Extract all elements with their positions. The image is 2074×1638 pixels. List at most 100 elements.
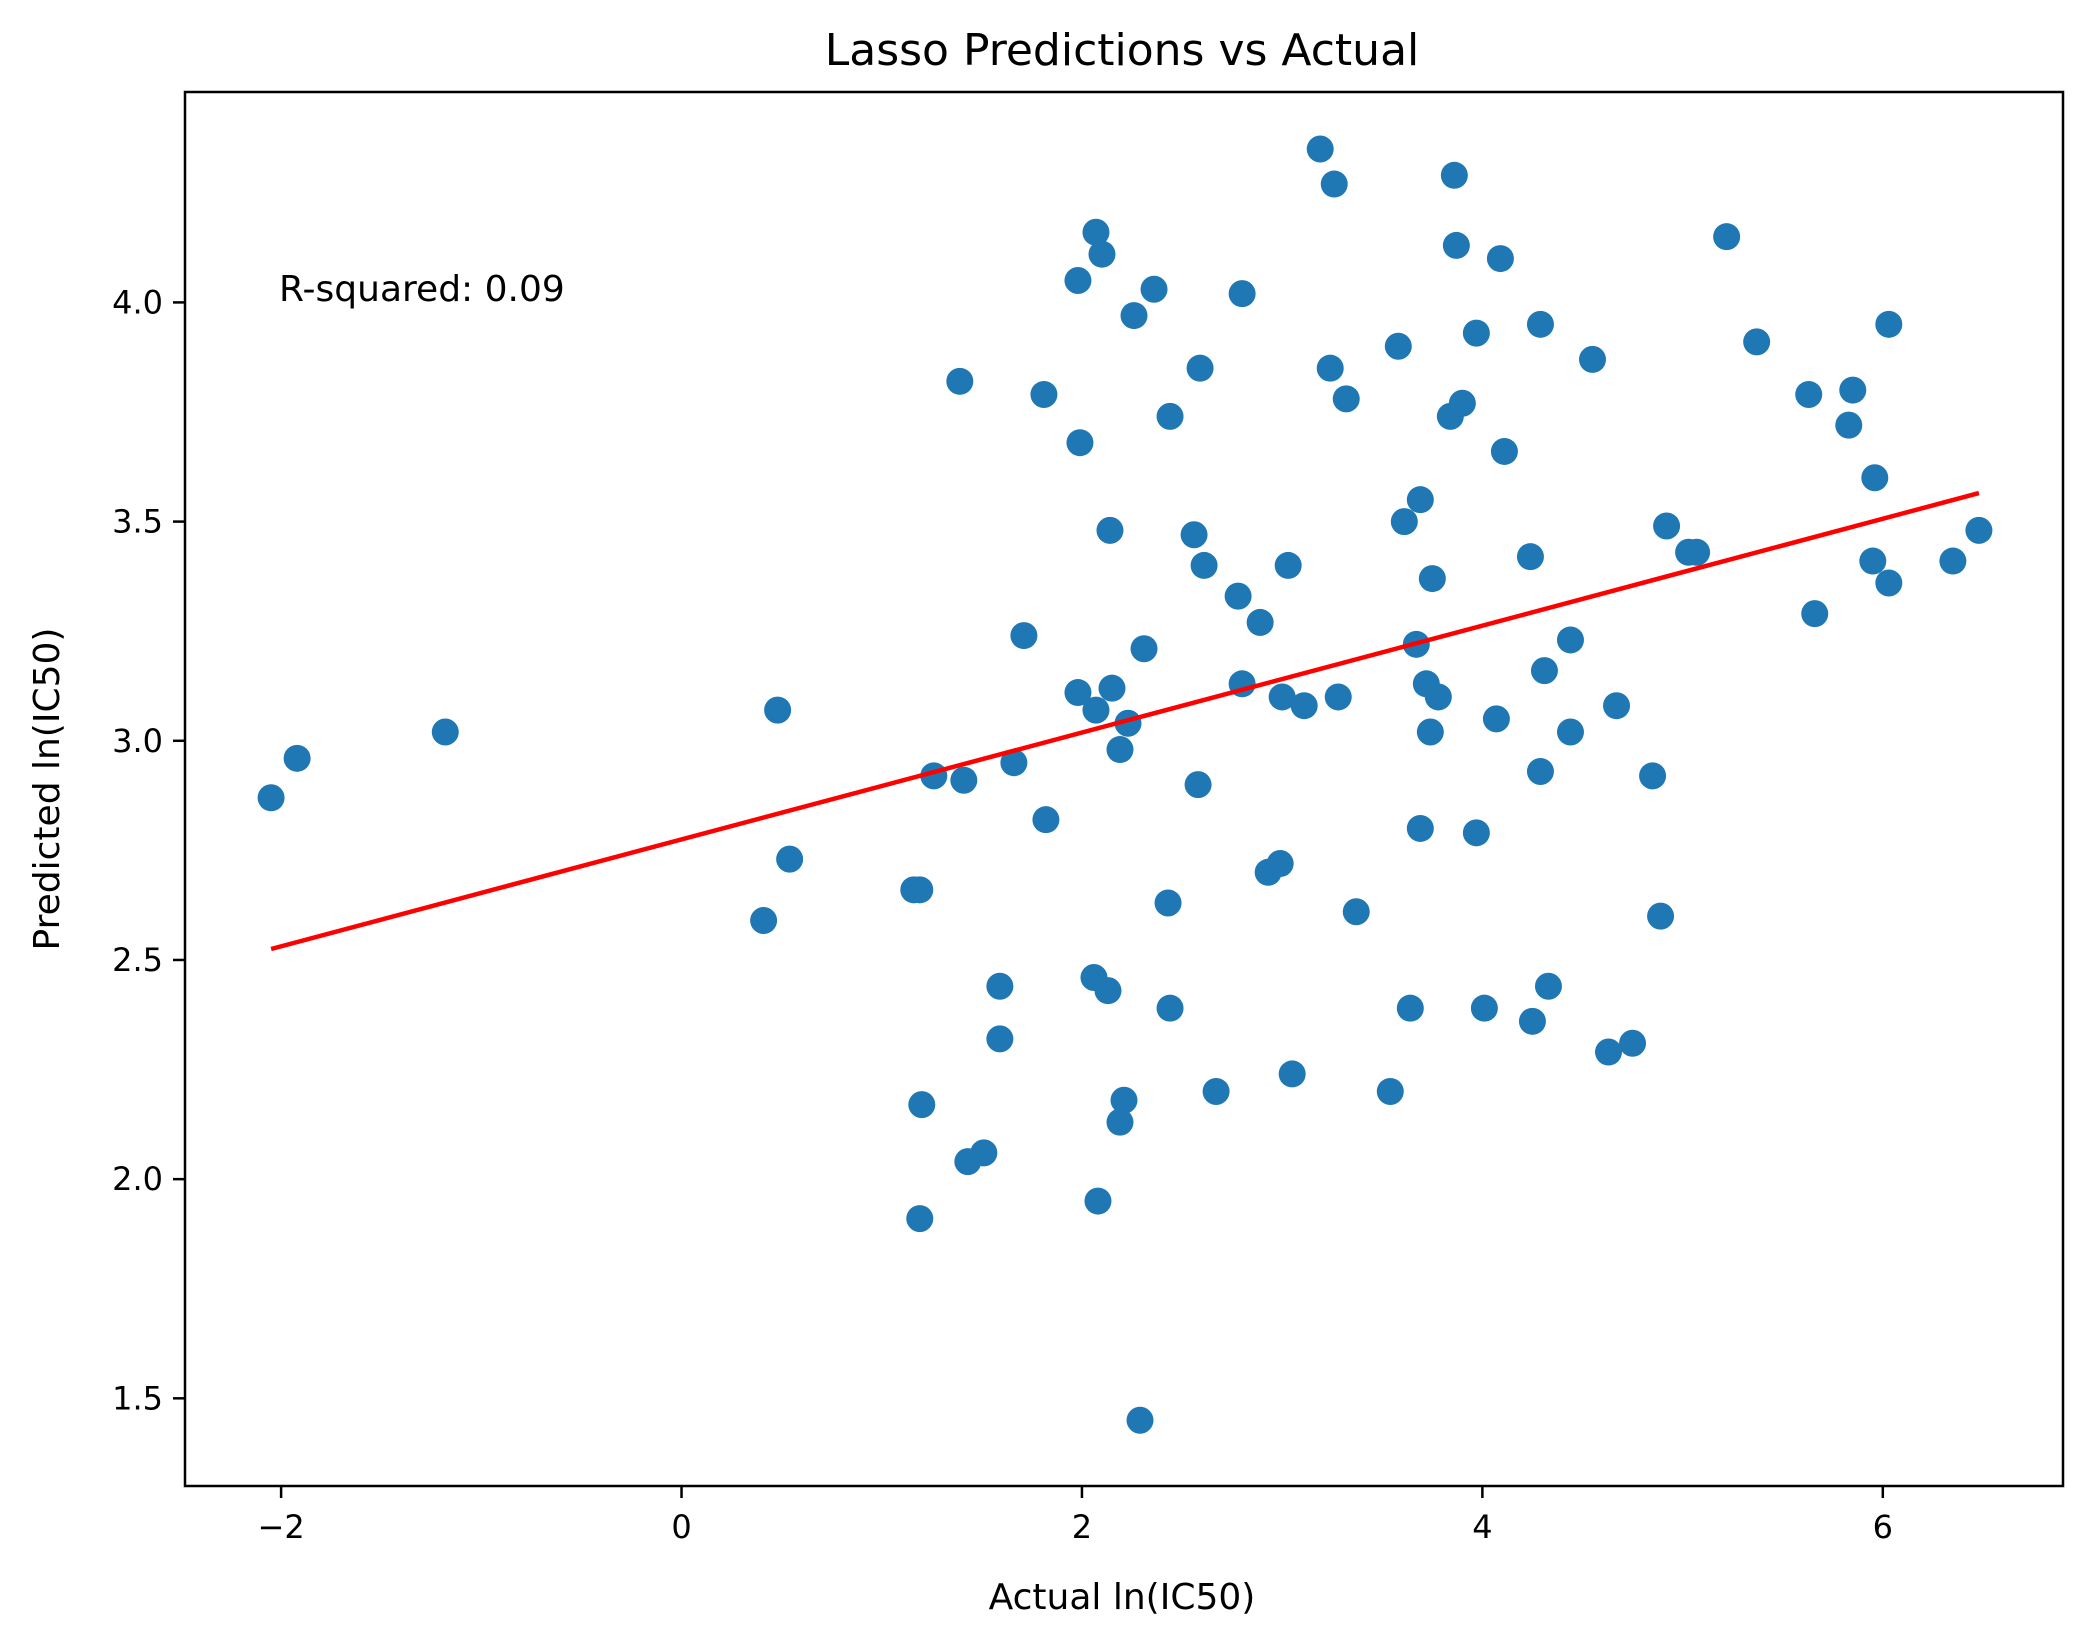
y-tick-label: 3.0 bbox=[112, 722, 163, 760]
scatter-point bbox=[1032, 806, 1060, 834]
x-axis: −2 0 2 4 6 bbox=[258, 1486, 1893, 1546]
scatter-point bbox=[1835, 411, 1863, 439]
scatter-point bbox=[1290, 692, 1318, 720]
scatter-point bbox=[1939, 547, 1967, 575]
x-axis-label: Actual ln(IC50) bbox=[989, 1577, 1256, 1618]
scatter-point bbox=[986, 972, 1014, 1000]
scatter-point bbox=[1683, 538, 1711, 566]
scatter-point bbox=[1406, 486, 1434, 514]
scatter-point bbox=[1653, 512, 1681, 540]
scatter-point bbox=[1320, 170, 1348, 198]
scatter-point bbox=[1486, 245, 1514, 273]
scatter-point bbox=[1442, 231, 1470, 259]
scatter-point bbox=[1156, 994, 1184, 1022]
y-tick-label: 1.5 bbox=[112, 1379, 163, 1417]
scatter-point bbox=[908, 1091, 936, 1119]
scatter-point bbox=[1106, 1108, 1134, 1136]
x-tick-label: 4 bbox=[1472, 1508, 1492, 1546]
scatter-point bbox=[1647, 902, 1675, 930]
scatter-point bbox=[1482, 705, 1510, 733]
scatter-point bbox=[1274, 551, 1302, 579]
scatter-point bbox=[1064, 266, 1092, 294]
scatter-point bbox=[1180, 521, 1208, 549]
scatter-point bbox=[1120, 302, 1148, 330]
scatter-point bbox=[1418, 565, 1446, 593]
scatter-point bbox=[1530, 657, 1558, 685]
y-tick-label: 2.5 bbox=[112, 941, 163, 979]
scatter-point bbox=[1424, 683, 1452, 711]
scatter-point bbox=[776, 845, 804, 873]
y-tick-label: 2.0 bbox=[112, 1160, 163, 1198]
scatter-point bbox=[906, 1205, 934, 1233]
scatter-point bbox=[1839, 376, 1867, 404]
scatter-point bbox=[1098, 674, 1126, 702]
scatter-point bbox=[1228, 280, 1256, 308]
scatter-point bbox=[1156, 402, 1184, 430]
scatter-point bbox=[1342, 898, 1370, 926]
scatter-point bbox=[1619, 1029, 1647, 1057]
scatter-point bbox=[431, 718, 459, 746]
scatter-point bbox=[1965, 516, 1993, 544]
scatter-point bbox=[986, 1025, 1014, 1053]
scatter-point bbox=[1396, 994, 1424, 1022]
scatter-point bbox=[1126, 1406, 1154, 1434]
scatter-point bbox=[1875, 310, 1903, 338]
x-tick-label: 2 bbox=[1072, 1508, 1092, 1546]
scatter-point bbox=[1462, 819, 1490, 847]
scatter-point bbox=[1066, 429, 1094, 457]
scatter-point bbox=[1406, 814, 1434, 842]
scatter-point bbox=[1324, 683, 1352, 711]
scatter-point bbox=[257, 784, 285, 812]
y-axis: 1.5 2.0 2.5 3.0 3.5 4.0 bbox=[112, 283, 185, 1417]
scatter-point bbox=[1376, 1077, 1404, 1105]
scatter-point bbox=[1082, 218, 1110, 246]
y-axis-label: Predicted ln(IC50) bbox=[27, 628, 68, 951]
scatter-point bbox=[1306, 135, 1334, 163]
scatter-point bbox=[1010, 622, 1038, 650]
scatter-point bbox=[1084, 1187, 1112, 1215]
scatter-point bbox=[764, 696, 792, 724]
y-tick-label: 4.0 bbox=[112, 283, 163, 321]
scatter-point bbox=[946, 367, 974, 395]
scatter-point bbox=[1384, 332, 1412, 360]
scatter-point bbox=[1184, 771, 1212, 799]
scatter-point bbox=[750, 907, 778, 935]
plot-area bbox=[183, 90, 2065, 1488]
x-tick-label: −2 bbox=[258, 1508, 305, 1546]
scatter-point bbox=[1516, 543, 1544, 571]
scatter-point bbox=[1190, 551, 1218, 579]
scatter-point bbox=[1106, 736, 1134, 764]
scatter-point bbox=[1154, 889, 1182, 917]
scatter-point bbox=[1470, 994, 1498, 1022]
scatter-point bbox=[1713, 223, 1741, 251]
x-tick-label: 6 bbox=[1873, 1508, 1893, 1546]
scatter-point bbox=[1186, 354, 1214, 382]
fit-line-layer bbox=[270, 490, 1980, 952]
scatter-point bbox=[1556, 718, 1584, 746]
scatter-point bbox=[1130, 635, 1158, 663]
scatter-point bbox=[970, 1139, 998, 1167]
scatter-point bbox=[1000, 749, 1028, 777]
scatter-point bbox=[1859, 547, 1887, 575]
scatter-point bbox=[1534, 972, 1562, 1000]
data-points bbox=[257, 135, 1993, 1434]
scatter-point bbox=[1490, 437, 1518, 465]
scatter-point bbox=[1556, 626, 1584, 654]
y-tick-label: 3.5 bbox=[112, 503, 163, 541]
scatter-point bbox=[1266, 850, 1294, 878]
scatter-point bbox=[1440, 161, 1468, 189]
scatter-point bbox=[1639, 762, 1667, 790]
scatter-point bbox=[1390, 508, 1418, 536]
scatter-point bbox=[1030, 380, 1058, 408]
scatter-point bbox=[1110, 1086, 1138, 1114]
scatter-point bbox=[1278, 1060, 1306, 1088]
scatter-point bbox=[1462, 319, 1490, 347]
scatter-point bbox=[1224, 582, 1252, 610]
scatter-point bbox=[1416, 718, 1444, 746]
scatter-point bbox=[1518, 1007, 1546, 1035]
regression-line bbox=[270, 490, 1980, 952]
scatter-point bbox=[1578, 345, 1606, 373]
scatter-point bbox=[283, 744, 311, 772]
scatter-point bbox=[1743, 328, 1771, 356]
